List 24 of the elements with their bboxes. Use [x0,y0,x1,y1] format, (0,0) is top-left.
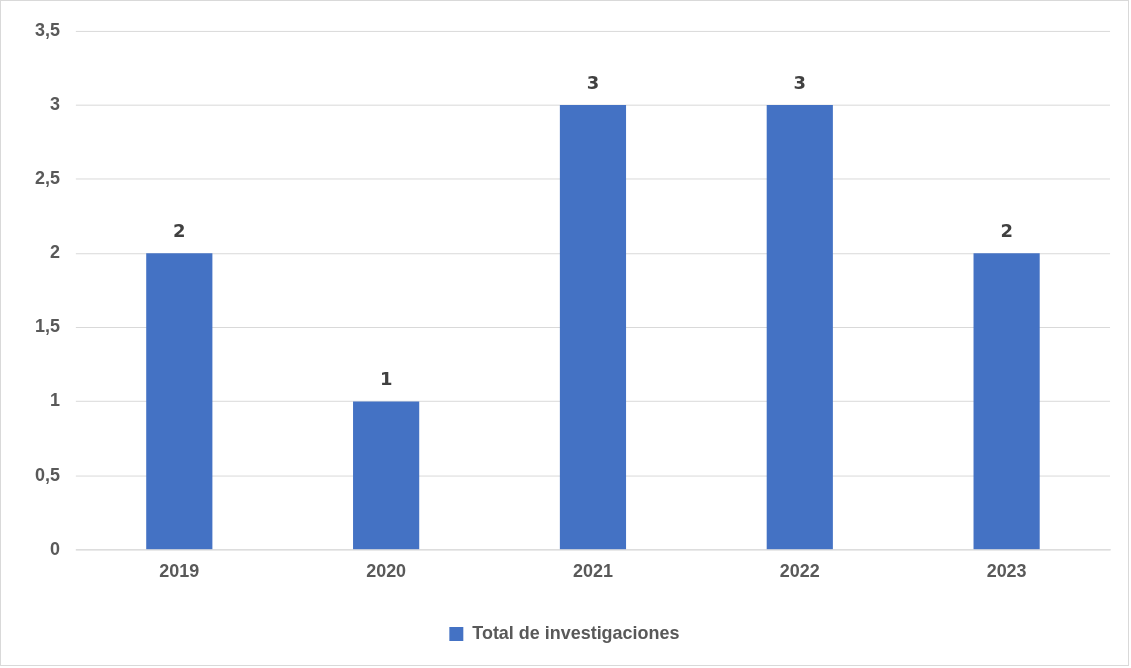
legend-label: Total de investigaciones [472,623,680,644]
y-tick-label: 1 [49,390,60,411]
x-tick-label: 2020 [366,561,407,582]
data-label: 3 [793,71,807,93]
data-label: 3 [586,71,600,93]
data-label: 2 [173,220,186,241]
y-tick-label: 3 [49,93,60,114]
y-tick-label: 2,5 [34,168,60,189]
x-tick-label: 2019 [159,561,200,582]
y-tick-label: 3,5 [34,19,60,40]
bar [766,105,833,550]
bar [973,253,1040,550]
x-tick-label: 2023 [986,561,1027,582]
y-tick-label: 2 [49,242,60,263]
x-tick-label: 2022 [779,561,820,582]
y-tick-label: 0 [49,538,60,559]
y-tick-label: 0,5 [34,464,60,485]
y-tick-label: 1,5 [34,316,60,337]
x-tick-label: 2021 [573,561,613,582]
bar [353,401,420,550]
data-label: 1 [379,368,393,390]
bar [559,105,627,550]
bar [146,253,213,550]
data-label: 2 [1000,220,1013,241]
